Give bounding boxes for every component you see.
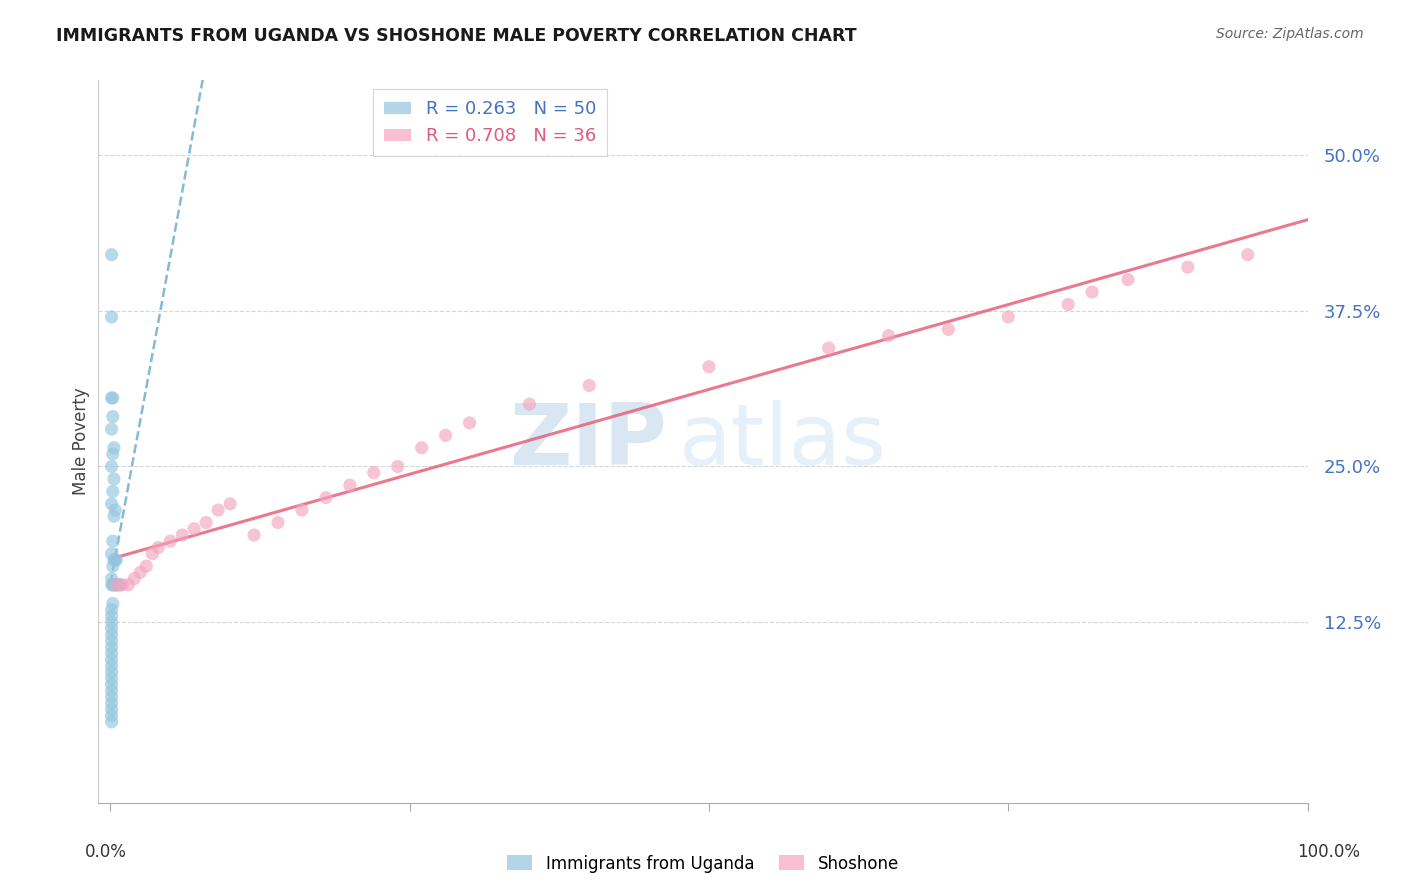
Point — [817, 341, 839, 355]
Point — [100, 633, 122, 648]
Point — [100, 310, 122, 324]
Point — [219, 497, 242, 511]
Point — [148, 541, 170, 555]
Point — [172, 528, 194, 542]
Text: 100.0%: 100.0% — [1298, 843, 1360, 861]
Point — [100, 658, 122, 673]
Point — [100, 677, 122, 691]
Point — [104, 553, 127, 567]
Point — [1116, 272, 1139, 286]
Point — [315, 491, 337, 505]
Point — [339, 478, 361, 492]
Point — [100, 646, 122, 660]
Point — [100, 603, 122, 617]
Point — [519, 397, 541, 411]
Point — [100, 497, 122, 511]
Point — [101, 409, 124, 424]
Point — [183, 522, 205, 536]
Point — [100, 459, 122, 474]
Point — [100, 671, 122, 685]
Point — [107, 578, 129, 592]
Point — [159, 534, 181, 549]
Point — [411, 441, 433, 455]
Point — [104, 578, 127, 592]
Point — [697, 359, 720, 374]
Text: 0.0%: 0.0% — [84, 843, 127, 861]
Point — [458, 416, 481, 430]
Point — [100, 248, 122, 262]
Point — [107, 578, 129, 592]
Point — [195, 516, 218, 530]
Point — [141, 547, 163, 561]
Point — [117, 578, 139, 592]
Point — [100, 615, 122, 630]
Point — [101, 447, 124, 461]
Text: ZIP: ZIP — [509, 400, 666, 483]
Point — [100, 640, 122, 654]
Point — [129, 566, 152, 580]
Point — [103, 441, 125, 455]
Point — [100, 572, 122, 586]
Point — [101, 391, 124, 405]
Point — [100, 683, 122, 698]
Point — [100, 627, 122, 641]
Point — [101, 534, 124, 549]
Point — [267, 516, 290, 530]
Point — [100, 609, 122, 624]
Point — [100, 665, 122, 679]
Point — [103, 553, 125, 567]
Point — [434, 428, 457, 442]
Point — [105, 553, 128, 567]
Point — [387, 459, 409, 474]
Text: atlas: atlas — [679, 400, 887, 483]
Text: Source: ZipAtlas.com: Source: ZipAtlas.com — [1216, 27, 1364, 41]
Point — [1081, 285, 1104, 299]
Point — [101, 578, 124, 592]
Point — [101, 559, 124, 574]
Point — [100, 702, 122, 716]
Point — [1177, 260, 1199, 274]
Point — [124, 572, 146, 586]
Point — [100, 422, 122, 436]
Point — [101, 597, 124, 611]
Point — [111, 578, 134, 592]
Point — [100, 714, 122, 729]
Point — [578, 378, 600, 392]
Point — [103, 578, 125, 592]
Point — [103, 472, 125, 486]
Point — [1236, 248, 1258, 262]
Point — [100, 690, 122, 704]
Point — [100, 708, 122, 723]
Point — [108, 578, 131, 592]
Point — [104, 503, 127, 517]
Point — [363, 466, 385, 480]
Point — [100, 696, 122, 710]
Point — [100, 547, 122, 561]
Point — [997, 310, 1019, 324]
Point — [938, 322, 960, 336]
Point — [103, 509, 125, 524]
Point — [105, 578, 128, 592]
Point — [100, 391, 122, 405]
Point — [243, 528, 266, 542]
Y-axis label: Male Poverty: Male Poverty — [72, 388, 90, 495]
Text: IMMIGRANTS FROM UGANDA VS SHOSHONE MALE POVERTY CORRELATION CHART: IMMIGRANTS FROM UGANDA VS SHOSHONE MALE … — [56, 27, 856, 45]
Point — [291, 503, 314, 517]
Point — [100, 621, 122, 635]
Point — [105, 578, 128, 592]
Legend: Immigrants from Uganda, Shoshone: Immigrants from Uganda, Shoshone — [501, 848, 905, 880]
Point — [207, 503, 229, 517]
Point — [101, 484, 124, 499]
Point — [100, 652, 122, 666]
Legend: R = 0.263   N = 50, R = 0.708   N = 36: R = 0.263 N = 50, R = 0.708 N = 36 — [374, 89, 607, 156]
Point — [100, 578, 122, 592]
Point — [877, 328, 900, 343]
Point — [135, 559, 157, 574]
Point — [1057, 297, 1080, 311]
